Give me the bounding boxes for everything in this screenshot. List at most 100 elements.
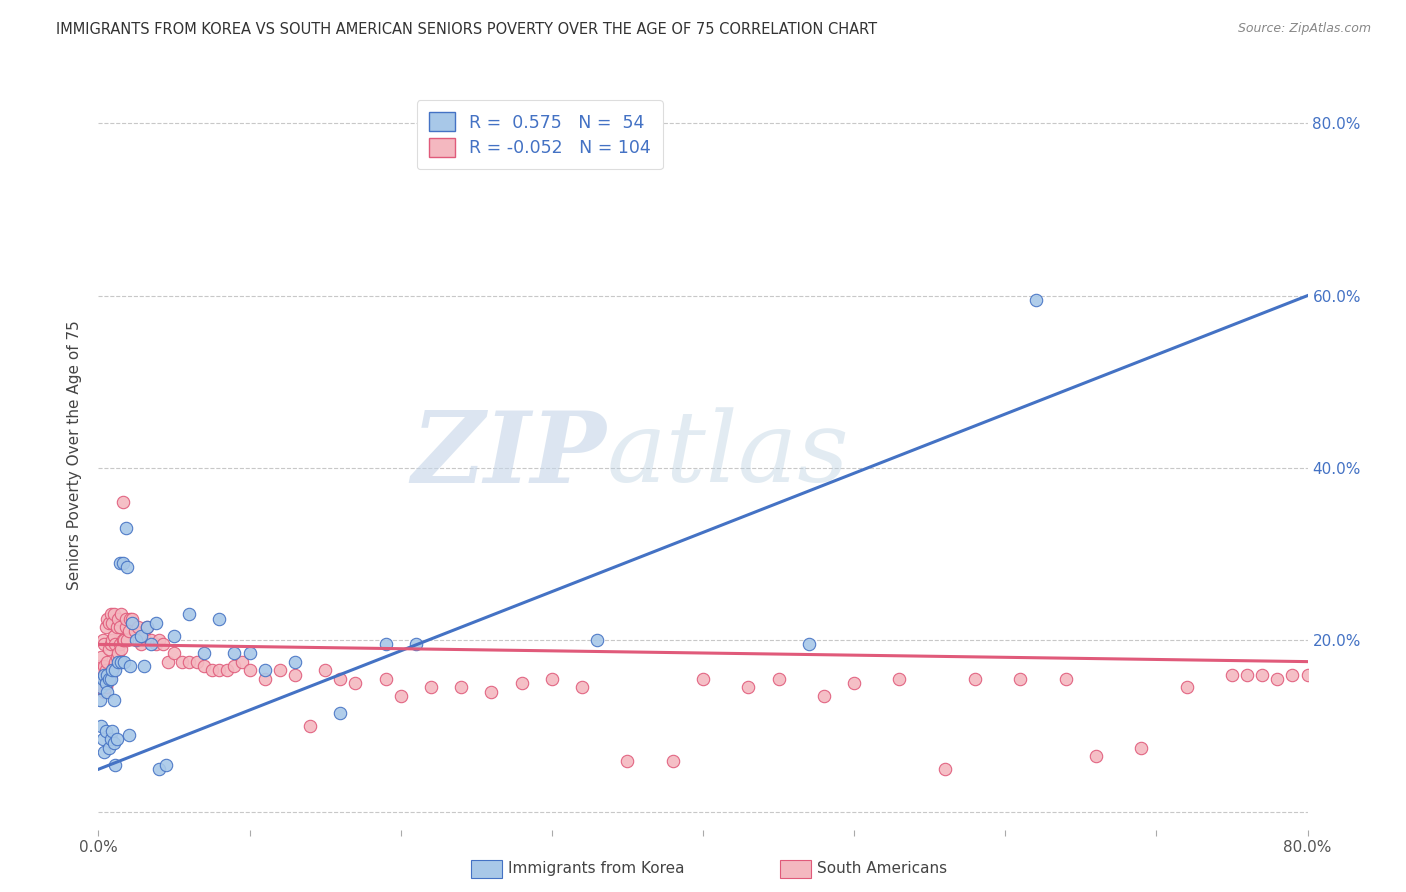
Point (91, 681, 114, 695)
Point (108, 620, 131, 634)
Point (148, 762, 170, 776)
Point (110, 607, 132, 622)
Text: Immigrants from Korea: Immigrants from Korea (508, 862, 685, 876)
Point (96, 685, 118, 699)
Point (103, 659, 125, 673)
Point (132, 629, 155, 643)
Point (1251, 667, 1274, 681)
Text: IMMIGRANTS FROM KOREA VS SOUTH AMERICAN SENIORS POVERTY OVER THE AGE OF 75 CORRE: IMMIGRANTS FROM KOREA VS SOUTH AMERICAN … (56, 22, 877, 37)
Point (91, 732, 114, 747)
Point (193, 646, 215, 660)
Point (405, 637, 427, 651)
Point (141, 633, 163, 648)
Point (101, 615, 124, 630)
Point (132, 659, 155, 673)
Point (239, 663, 262, 677)
Point (98, 672, 121, 686)
Point (141, 637, 163, 651)
Point (96, 667, 118, 681)
Point (90, 681, 112, 695)
Point (1130, 740, 1153, 755)
Point (314, 663, 336, 677)
Point (299, 719, 322, 733)
Point (1054, 672, 1077, 686)
Point (269, 663, 291, 677)
Point (284, 655, 307, 669)
Point (344, 676, 367, 690)
Point (163, 629, 186, 643)
Point (121, 615, 143, 630)
Point (89, 659, 111, 673)
Point (1281, 667, 1303, 681)
Point (100, 607, 122, 622)
Point (253, 672, 276, 686)
Point (114, 620, 136, 634)
Point (374, 672, 396, 686)
Point (737, 681, 759, 695)
Point (148, 633, 170, 648)
Point (1296, 667, 1319, 681)
Point (170, 655, 193, 669)
Point (111, 495, 134, 509)
Point (98, 641, 121, 656)
Point (1267, 672, 1289, 686)
Point (96, 655, 118, 669)
Point (586, 633, 609, 648)
Point (481, 685, 503, 699)
Point (111, 556, 134, 570)
Point (121, 611, 143, 625)
Point (98, 672, 121, 686)
Point (420, 681, 443, 695)
Point (231, 655, 253, 669)
Point (616, 754, 638, 768)
Point (112, 655, 135, 669)
Point (450, 681, 472, 695)
Point (768, 672, 790, 686)
Legend: R =  0.575   N =  54, R = -0.052   N = 104: R = 0.575 N = 54, R = -0.052 N = 104 (416, 100, 662, 169)
Point (107, 646, 129, 660)
Point (114, 611, 136, 625)
Point (105, 650, 128, 665)
Point (101, 723, 124, 738)
Point (129, 637, 152, 651)
Point (91, 633, 114, 648)
Point (239, 646, 262, 660)
Point (1220, 667, 1243, 681)
Point (94, 676, 117, 690)
Point (101, 663, 124, 677)
Text: South Americans: South Americans (817, 862, 948, 876)
Point (179, 607, 201, 622)
Text: ZIP: ZIP (412, 407, 606, 503)
Text: atlas: atlas (606, 408, 849, 502)
Point (540, 672, 562, 686)
Point (208, 611, 231, 625)
Point (101, 663, 124, 677)
Point (186, 655, 208, 669)
Point (284, 667, 307, 681)
Point (96, 676, 118, 690)
Point (110, 641, 132, 656)
Point (145, 637, 167, 651)
Point (179, 655, 201, 669)
Point (125, 633, 148, 648)
Point (105, 620, 128, 634)
Point (94, 681, 117, 695)
Point (93, 667, 115, 681)
Point (571, 681, 593, 695)
Point (934, 762, 956, 776)
Point (100, 732, 122, 747)
Point (110, 655, 132, 669)
Point (104, 637, 127, 651)
Point (100, 667, 122, 681)
Point (692, 672, 714, 686)
Point (100, 672, 122, 686)
Point (98, 615, 121, 630)
Point (844, 676, 866, 690)
Point (112, 633, 135, 648)
Point (156, 655, 179, 669)
Point (93, 745, 115, 759)
Point (90, 650, 112, 665)
Point (129, 629, 152, 643)
Point (93, 659, 115, 673)
Point (105, 732, 128, 747)
